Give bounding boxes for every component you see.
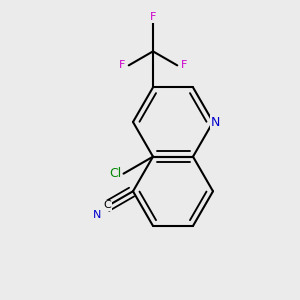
Text: F: F [181,60,188,70]
Text: F: F [118,60,125,70]
Text: Cl: Cl [110,167,122,180]
Text: N: N [93,210,101,220]
Text: F: F [150,12,156,22]
Text: N: N [210,116,220,128]
Text: C: C [103,200,111,210]
